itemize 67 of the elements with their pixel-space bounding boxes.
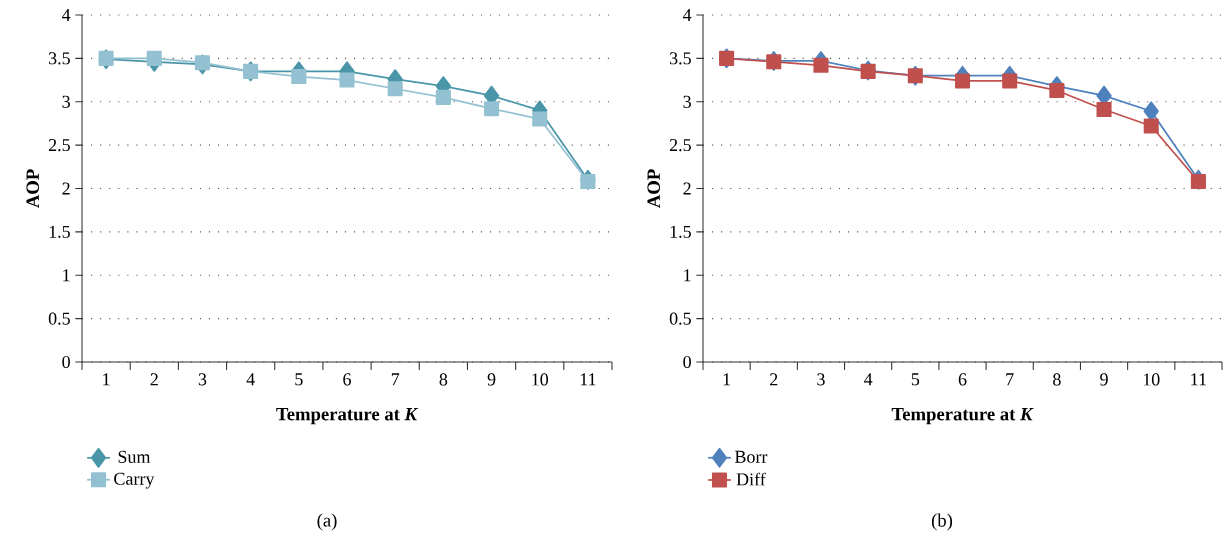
y-tick-label: 1 xyxy=(684,269,691,282)
point xyxy=(1049,82,1065,98)
x-tick-label: 9 xyxy=(1100,373,1108,386)
point xyxy=(98,50,114,66)
text: (b) xyxy=(931,513,953,531)
x-tick-label: 10 xyxy=(1143,373,1160,386)
point xyxy=(1190,174,1206,190)
point xyxy=(532,111,548,127)
y-tick-label: 1.5 xyxy=(670,225,691,238)
y-tick-label: 2.5 xyxy=(669,139,691,152)
x-tick-label: 2 xyxy=(770,373,778,386)
point xyxy=(435,89,451,105)
y-tick-label: 0.5 xyxy=(669,312,691,325)
y-tick-label: 0 xyxy=(62,355,70,369)
point xyxy=(580,174,596,190)
point xyxy=(291,69,307,85)
x-tick-label: 4 xyxy=(246,373,255,386)
x-axis-title: Temperature at K xyxy=(276,407,419,425)
y-axis-title: AOP xyxy=(26,169,39,208)
point xyxy=(194,55,210,71)
point xyxy=(1002,73,1018,89)
x-tick-label: 5 xyxy=(911,373,920,386)
y-tick-label: 3.5 xyxy=(48,52,70,65)
point xyxy=(954,73,971,89)
legend-label: Diff xyxy=(736,472,766,486)
point xyxy=(146,50,162,66)
x-tick-label: 6 xyxy=(343,373,351,386)
point xyxy=(387,81,403,97)
x-tick-label: 11 xyxy=(580,373,596,386)
y-tick-label: 2.5 xyxy=(48,139,70,152)
legend-label: Carry xyxy=(114,472,155,489)
legend-label: Sum xyxy=(118,450,151,463)
y-tick-label: 4 xyxy=(61,9,71,21)
x-tick-label: 8 xyxy=(1053,373,1061,386)
text: (a) xyxy=(317,513,337,531)
x-tick-label: 9 xyxy=(487,373,496,386)
y-tick-label: 3 xyxy=(683,95,691,108)
x-tick-label: 7 xyxy=(391,373,400,386)
x-tick-label: 5 xyxy=(295,373,303,386)
point xyxy=(813,57,829,73)
x-tick-label: 1 xyxy=(723,373,731,386)
y-tick-label: 0.5 xyxy=(48,312,70,325)
x-tick-label: 6 xyxy=(958,373,967,386)
y-tick-label: 3 xyxy=(62,95,70,108)
y-tick-label: 3.5 xyxy=(669,52,691,65)
x-tick-label: 3 xyxy=(817,373,825,386)
legend-label: Borr xyxy=(734,450,768,463)
y-tick-label: 1 xyxy=(63,269,70,282)
y-tick-label: 1.5 xyxy=(49,225,70,238)
point xyxy=(339,72,355,88)
x-tick-label: 1 xyxy=(103,373,110,386)
point xyxy=(484,101,500,117)
x-tick-label: 2 xyxy=(150,373,158,386)
y-tick-label: 2 xyxy=(62,182,70,195)
y-tick-label: 4 xyxy=(682,9,692,21)
x-axis-title: Temperature at K xyxy=(891,407,1034,425)
point xyxy=(1143,118,1159,134)
x-tick-label: 11 xyxy=(1191,373,1206,386)
x-tick-label: 4 xyxy=(864,373,873,386)
y-tick-label: 0 xyxy=(683,355,691,369)
x-tick-label: 7 xyxy=(1006,373,1014,386)
y-tick-label: 2 xyxy=(683,182,691,195)
point xyxy=(1096,102,1112,118)
x-tick-label: 3 xyxy=(198,373,207,386)
x-tick-label: 10 xyxy=(532,373,549,386)
y-axis-title: AOP xyxy=(647,169,660,208)
x-tick-label: 8 xyxy=(439,373,448,386)
